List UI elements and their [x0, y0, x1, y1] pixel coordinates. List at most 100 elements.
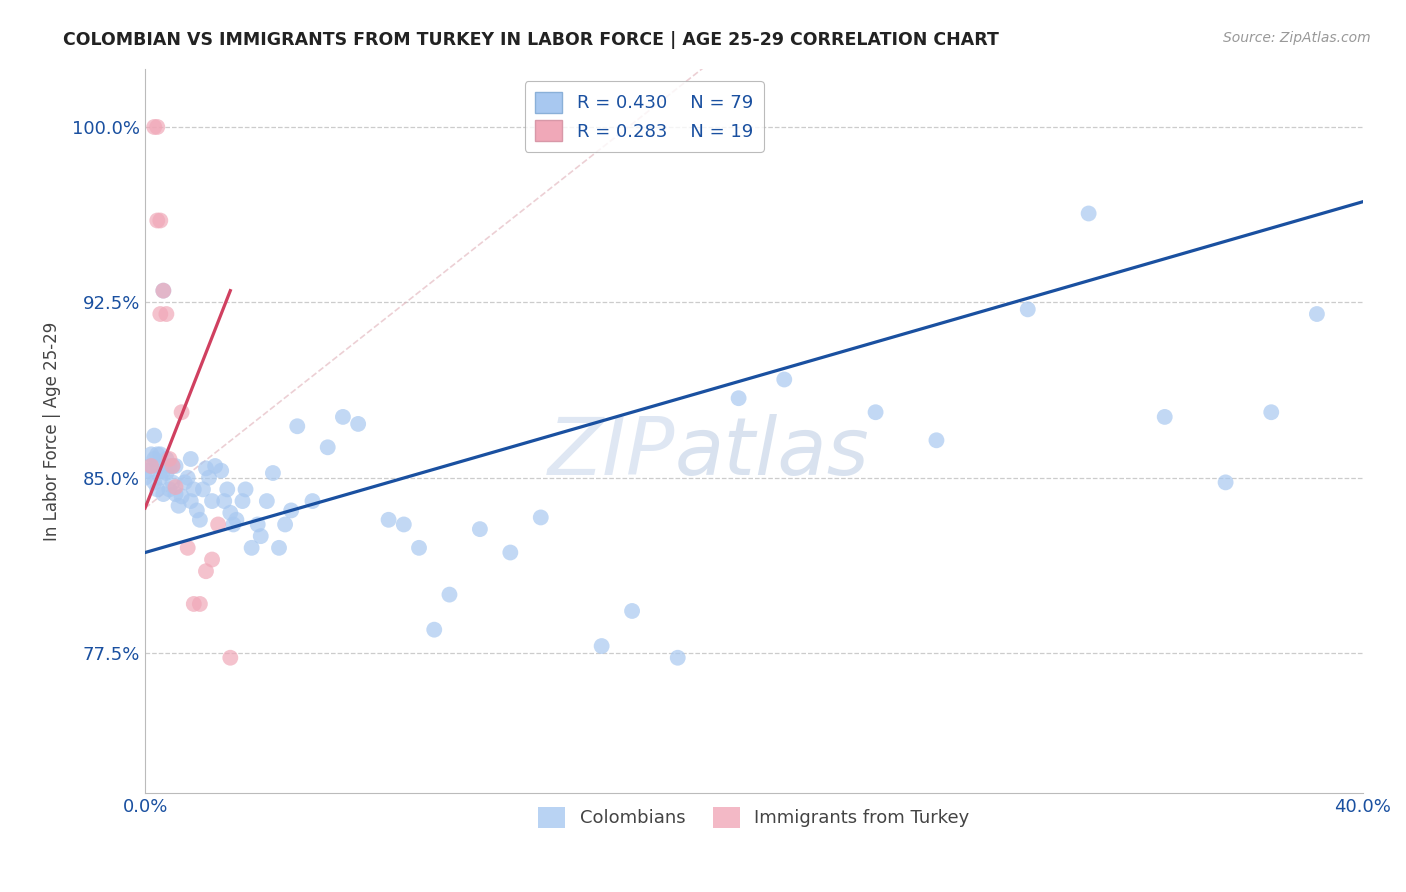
Point — [143, 475, 166, 490]
Point — [194, 564, 217, 578]
Point — [152, 464, 174, 478]
Point — [159, 452, 181, 467]
Point — [162, 458, 184, 473]
Point — [194, 461, 217, 475]
Point — [246, 517, 269, 532]
Point — [165, 458, 187, 473]
Legend: Colombians, Immigrants from Turkey: Colombians, Immigrants from Turkey — [531, 800, 977, 835]
Point — [1077, 206, 1099, 220]
Point — [155, 466, 177, 480]
Point — [186, 503, 208, 517]
Point — [274, 517, 297, 532]
Point — [155, 452, 177, 467]
Point — [170, 405, 193, 419]
Point — [159, 483, 181, 497]
Point — [1306, 307, 1329, 321]
Point — [201, 552, 224, 566]
Point — [301, 494, 323, 508]
Point — [530, 510, 553, 524]
Point — [222, 517, 245, 532]
Point — [1215, 475, 1237, 490]
Point — [1017, 302, 1039, 317]
Point — [149, 471, 172, 485]
Point — [162, 458, 184, 473]
Point — [141, 447, 163, 461]
Point — [285, 419, 308, 434]
Point — [1260, 405, 1282, 419]
Point — [162, 475, 184, 490]
Point — [149, 307, 172, 321]
Point — [165, 480, 187, 494]
Point — [173, 475, 195, 490]
Point — [423, 623, 446, 637]
Point — [149, 213, 172, 227]
Point — [212, 494, 235, 508]
Point — [235, 483, 257, 497]
Point — [180, 452, 202, 467]
Point — [217, 483, 239, 497]
Point — [149, 447, 172, 461]
Point — [219, 650, 242, 665]
Point — [280, 503, 302, 517]
Point — [201, 494, 224, 508]
Point — [347, 417, 370, 431]
Point — [143, 452, 166, 467]
Point — [209, 464, 232, 478]
Point — [865, 405, 887, 419]
Text: COLOMBIAN VS IMMIGRANTS FROM TURKEY IN LABOR FORCE | AGE 25-29 CORRELATION CHART: COLOMBIAN VS IMMIGRANTS FROM TURKEY IN L… — [63, 31, 1000, 49]
Y-axis label: In Labor Force | Age 25-29: In Labor Force | Age 25-29 — [44, 321, 60, 541]
Point — [183, 597, 205, 611]
Point — [170, 490, 193, 504]
Point — [727, 391, 749, 405]
Point — [249, 529, 271, 543]
Point — [188, 513, 211, 527]
Point — [773, 372, 796, 386]
Point — [134, 471, 156, 485]
Point — [262, 466, 284, 480]
Point — [256, 494, 278, 508]
Point — [225, 513, 247, 527]
Point — [621, 604, 644, 618]
Point — [143, 428, 166, 442]
Point — [377, 513, 399, 527]
Point — [146, 458, 169, 473]
Point — [146, 447, 169, 461]
Point — [180, 494, 202, 508]
Point — [141, 458, 163, 473]
Point — [198, 471, 221, 485]
Point — [468, 522, 491, 536]
Point — [219, 506, 242, 520]
Point — [666, 650, 689, 665]
Point — [204, 458, 226, 473]
Point — [136, 464, 159, 478]
Point — [1153, 409, 1175, 424]
Point — [152, 284, 174, 298]
Point — [183, 483, 205, 497]
Point — [267, 541, 290, 555]
Point — [146, 120, 169, 134]
Point — [240, 541, 263, 555]
Point — [167, 499, 190, 513]
Text: Source: ZipAtlas.com: Source: ZipAtlas.com — [1223, 31, 1371, 45]
Point — [439, 588, 461, 602]
Point — [231, 494, 253, 508]
Point — [155, 307, 177, 321]
Point — [499, 545, 522, 559]
Point — [332, 409, 354, 424]
Point — [591, 639, 613, 653]
Text: atlas: atlas — [675, 414, 869, 491]
Point — [188, 597, 211, 611]
Point — [191, 483, 214, 497]
Text: ZIP: ZIP — [547, 414, 675, 491]
Point — [207, 517, 229, 532]
Point — [165, 487, 187, 501]
Point — [177, 541, 200, 555]
Point — [159, 458, 181, 473]
Point — [408, 541, 430, 555]
Point — [392, 517, 415, 532]
Point — [925, 434, 948, 448]
Point — [141, 458, 163, 473]
Point — [152, 284, 174, 298]
Point — [177, 471, 200, 485]
Point — [316, 440, 339, 454]
